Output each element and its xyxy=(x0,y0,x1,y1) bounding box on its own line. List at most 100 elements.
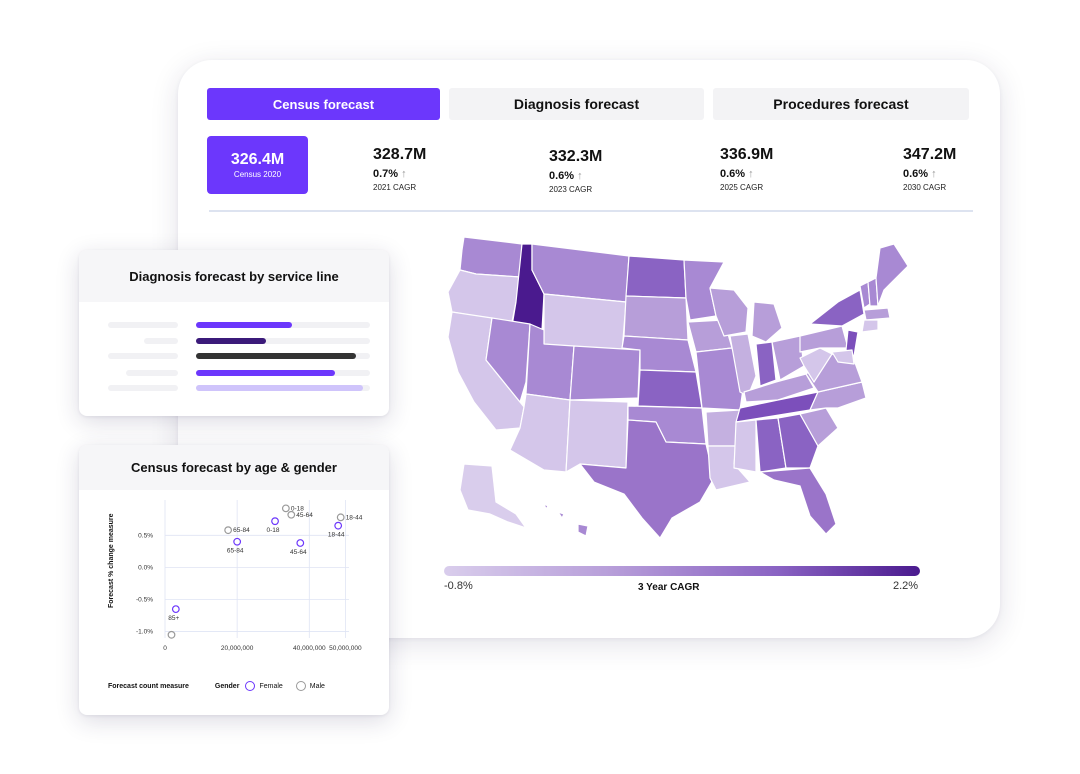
stat-pct: 0.7% xyxy=(373,168,399,180)
y-tick-label: -1.0% xyxy=(136,629,153,636)
y-tick-label: 0.0% xyxy=(138,564,153,571)
tab-procedures-forecast[interactable]: Procedures forecast xyxy=(713,88,969,120)
male-point xyxy=(224,526,233,535)
x-tick-label: 0 xyxy=(163,645,167,652)
stat-pct: 0.6% xyxy=(720,168,746,180)
stat-2030: 347.2M 0.6% ↑ 2030 CAGR xyxy=(903,146,956,192)
point-label: 65-84 xyxy=(227,548,244,555)
state-hi xyxy=(543,503,589,537)
label-skeleton xyxy=(144,338,178,344)
female-point xyxy=(271,517,279,526)
legend-male-label: Male xyxy=(309,682,325,690)
stat-value: 328.7M xyxy=(373,146,427,163)
divider xyxy=(209,210,973,212)
legend-min-label: -0.8% xyxy=(444,580,473,592)
y-tick-label: 0.5% xyxy=(138,532,153,539)
up-arrow-icon: ↑ xyxy=(748,168,754,180)
male-point xyxy=(281,504,290,513)
stat-value: 332.3M xyxy=(549,148,603,165)
state-oh xyxy=(771,335,805,381)
state-sd xyxy=(623,295,689,341)
point-label: 45-64 xyxy=(290,549,307,556)
point-label: 65-84 xyxy=(233,527,250,534)
label-skeleton xyxy=(108,353,178,359)
state-ny xyxy=(809,289,865,327)
state-mo xyxy=(695,347,745,411)
state-nm xyxy=(565,399,629,473)
state-ky xyxy=(743,373,815,403)
x-tick-label: 40,000,000 xyxy=(293,645,326,652)
state-nd xyxy=(625,255,687,299)
service-line-bar[interactable] xyxy=(196,338,266,344)
service-line-bar[interactable] xyxy=(196,370,335,376)
bar-track xyxy=(196,338,370,344)
state-mi xyxy=(751,301,783,343)
up-arrow-icon: ↑ xyxy=(931,168,937,180)
state-in xyxy=(755,341,777,387)
stat-label: 2030 CAGR xyxy=(903,183,947,192)
state-md xyxy=(831,349,855,365)
service-line-bar[interactable] xyxy=(196,385,363,391)
census-value: 326.4M xyxy=(230,151,285,168)
male-point xyxy=(167,630,176,639)
state-ms xyxy=(733,419,757,473)
stat-label: 2025 CAGR xyxy=(720,183,764,192)
state-co xyxy=(569,345,641,401)
state-wa xyxy=(459,236,523,278)
map-legend-gradient xyxy=(444,566,920,576)
state-wv xyxy=(799,347,833,383)
label-skeleton xyxy=(108,322,178,328)
stat-2021: 328.7M 0.7% ↑ 2021 CAGR xyxy=(373,146,426,192)
state-nv xyxy=(485,317,531,403)
stat-value: 347.2M xyxy=(903,146,957,163)
x-tick-label: 20,000,000 xyxy=(221,645,254,652)
chart-legend: Forecast count measure Gender Female Mal… xyxy=(108,681,325,691)
census-age-gender-card: Census forecast by age & gender 0 20,000,… xyxy=(79,445,389,715)
point-label: 0-18 xyxy=(267,527,280,534)
state-fl xyxy=(759,467,837,535)
state-ak xyxy=(459,463,527,529)
stat-pct: 0.6% xyxy=(903,168,929,180)
female-point xyxy=(171,605,180,614)
legend-title: 3 Year CAGR xyxy=(638,582,700,593)
female-point xyxy=(233,537,242,546)
state-il xyxy=(729,333,757,397)
male-legend-marker-icon xyxy=(295,681,306,691)
male-point xyxy=(336,513,345,522)
tab-census-forecast[interactable]: Census forecast xyxy=(207,88,440,120)
up-arrow-icon: ↑ xyxy=(401,168,407,180)
point-label: 18-44 xyxy=(346,514,363,521)
legend-max-label: 2.2% xyxy=(893,580,919,592)
state-ks xyxy=(637,369,703,409)
female-point xyxy=(334,521,343,530)
state-pa xyxy=(799,325,849,353)
service-line-bar[interactable] xyxy=(196,322,292,328)
female-point xyxy=(296,539,305,547)
stat-2025: 336.9M 0.6% ↑ 2025 CAGR xyxy=(720,146,773,192)
state-wi xyxy=(709,287,749,337)
y-axis-title: Forecast % change measure xyxy=(108,513,115,608)
state-tx xyxy=(579,419,715,539)
tab-diagnosis-forecast[interactable]: Diagnosis forecast xyxy=(449,88,704,120)
state-ga xyxy=(777,413,819,469)
point-label: 85+ xyxy=(168,615,179,622)
us-choropleth-map[interactable] xyxy=(434,232,924,542)
card-title: Census forecast by age & gender xyxy=(79,445,389,490)
diagnosis-service-line-card: Diagnosis forecast by service line xyxy=(79,250,389,416)
x-axis-title: Forecast count measure xyxy=(108,682,189,690)
stat-2023: 332.3M 0.6% ↑ 2023 CAGR xyxy=(549,148,602,194)
point-label: 45-64 xyxy=(296,512,313,519)
state-ma xyxy=(863,307,891,321)
point-label: 18-44 xyxy=(328,532,345,539)
female-legend-marker-icon xyxy=(245,681,256,691)
state-me xyxy=(875,243,909,307)
state-ct xyxy=(861,319,879,333)
age-gender-scatter-plot[interactable]: 0 20,000,000 40,000,000 50,000,000 0.5% 0.0% -… xyxy=(79,490,389,670)
state-sc xyxy=(799,407,839,447)
service-line-bar[interactable] xyxy=(196,353,356,359)
label-skeleton xyxy=(126,370,178,376)
state-mt xyxy=(531,243,630,303)
x-tick-label: 50,000,000 xyxy=(329,645,362,652)
stat-pct: 0.6% xyxy=(549,170,575,182)
point-label: 0-18 xyxy=(291,505,304,512)
